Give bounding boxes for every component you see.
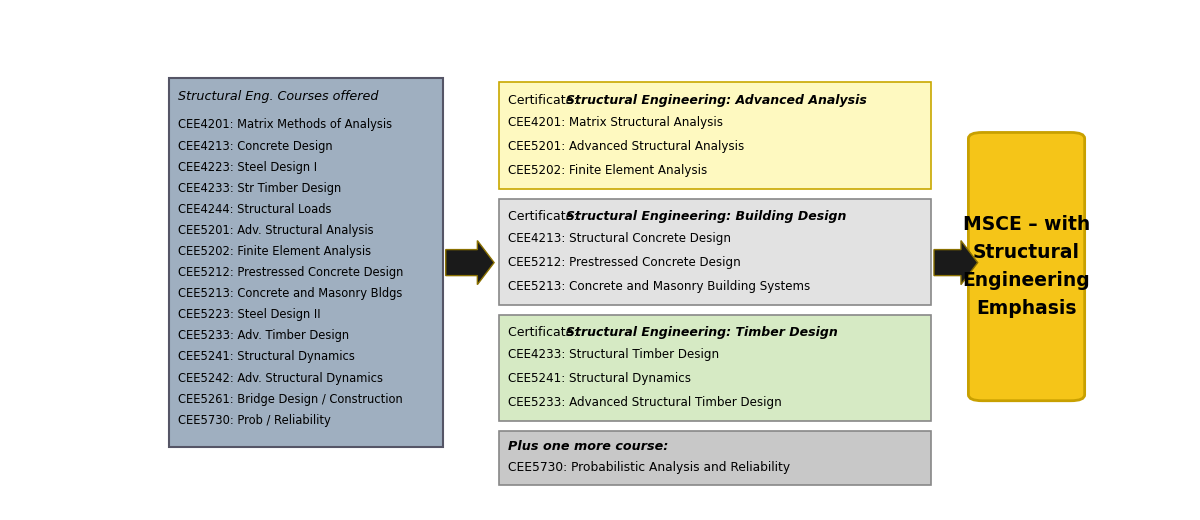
Text: CEE4244: Structural Loads: CEE4244: Structural Loads bbox=[178, 203, 331, 216]
Text: CEE5202: Finite Element Analysis: CEE5202: Finite Element Analysis bbox=[178, 245, 371, 258]
FancyBboxPatch shape bbox=[499, 82, 931, 189]
Text: CEE4233: Structural Timber Design: CEE4233: Structural Timber Design bbox=[508, 348, 719, 361]
Text: Structural Engineering: Building Design: Structural Engineering: Building Design bbox=[565, 210, 846, 223]
Text: Certificate:: Certificate: bbox=[508, 94, 582, 107]
Text: CEE4201: Matrix Methods of Analysis: CEE4201: Matrix Methods of Analysis bbox=[178, 119, 392, 132]
Text: Plus one more course:: Plus one more course: bbox=[508, 439, 668, 452]
Text: CEE4213: Structural Concrete Design: CEE4213: Structural Concrete Design bbox=[508, 232, 731, 245]
FancyBboxPatch shape bbox=[168, 79, 443, 447]
FancyBboxPatch shape bbox=[499, 431, 931, 485]
Text: Certificate:: Certificate: bbox=[508, 210, 582, 223]
Text: CEE5241: Structural Dynamics: CEE5241: Structural Dynamics bbox=[178, 350, 355, 363]
Text: CEE5233: Advanced Structural Timber Design: CEE5233: Advanced Structural Timber Desi… bbox=[508, 396, 782, 409]
Text: CEE5730: Prob / Reliability: CEE5730: Prob / Reliability bbox=[178, 414, 331, 427]
Text: CEE5233: Adv. Timber Design: CEE5233: Adv. Timber Design bbox=[178, 329, 349, 342]
Text: CEE5242: Adv. Structural Dynamics: CEE5242: Adv. Structural Dynamics bbox=[178, 371, 383, 384]
Text: CEE5261: Bridge Design / Construction: CEE5261: Bridge Design / Construction bbox=[178, 393, 403, 406]
Text: CEE5202: Finite Element Analysis: CEE5202: Finite Element Analysis bbox=[508, 164, 707, 177]
FancyBboxPatch shape bbox=[499, 315, 931, 421]
Text: CEE4233: Str Timber Design: CEE4233: Str Timber Design bbox=[178, 181, 341, 194]
Polygon shape bbox=[445, 241, 494, 284]
Text: Structural Eng. Courses offered: Structural Eng. Courses offered bbox=[178, 90, 378, 103]
Text: CEE5212: Prestressed Concrete Design: CEE5212: Prestressed Concrete Design bbox=[508, 256, 740, 269]
Text: CEE5212: Prestressed Concrete Design: CEE5212: Prestressed Concrete Design bbox=[178, 266, 403, 279]
Text: MSCE – with
Structural
Engineering
Emphasis: MSCE – with Structural Engineering Empha… bbox=[962, 215, 1091, 318]
Text: Certificate:: Certificate: bbox=[508, 326, 582, 339]
Text: Structural Engineering: Advanced Analysis: Structural Engineering: Advanced Analysi… bbox=[565, 94, 866, 107]
Text: CEE5201: Adv. Structural Analysis: CEE5201: Adv. Structural Analysis bbox=[178, 224, 373, 237]
Text: CEE5213: Concrete and Masonry Building Systems: CEE5213: Concrete and Masonry Building S… bbox=[508, 280, 810, 293]
Text: CEE5213: Concrete and Masonry Bldgs: CEE5213: Concrete and Masonry Bldgs bbox=[178, 287, 402, 300]
FancyBboxPatch shape bbox=[968, 133, 1085, 401]
Text: CEE5730: Probabilistic Analysis and Reliability: CEE5730: Probabilistic Analysis and Reli… bbox=[508, 461, 790, 474]
FancyBboxPatch shape bbox=[499, 199, 931, 305]
Text: CEE4201: Matrix Structural Analysis: CEE4201: Matrix Structural Analysis bbox=[508, 115, 724, 128]
Text: Structural Engineering: Timber Design: Structural Engineering: Timber Design bbox=[565, 326, 838, 339]
Text: CEE5201: Advanced Structural Analysis: CEE5201: Advanced Structural Analysis bbox=[508, 140, 744, 153]
Text: CEE4223: Steel Design I: CEE4223: Steel Design I bbox=[178, 161, 317, 174]
Polygon shape bbox=[934, 241, 978, 284]
Text: CEE5241: Structural Dynamics: CEE5241: Structural Dynamics bbox=[508, 372, 691, 385]
Text: CEE5223: Steel Design II: CEE5223: Steel Design II bbox=[178, 308, 320, 321]
Text: CEE4213: Concrete Design: CEE4213: Concrete Design bbox=[178, 139, 332, 152]
